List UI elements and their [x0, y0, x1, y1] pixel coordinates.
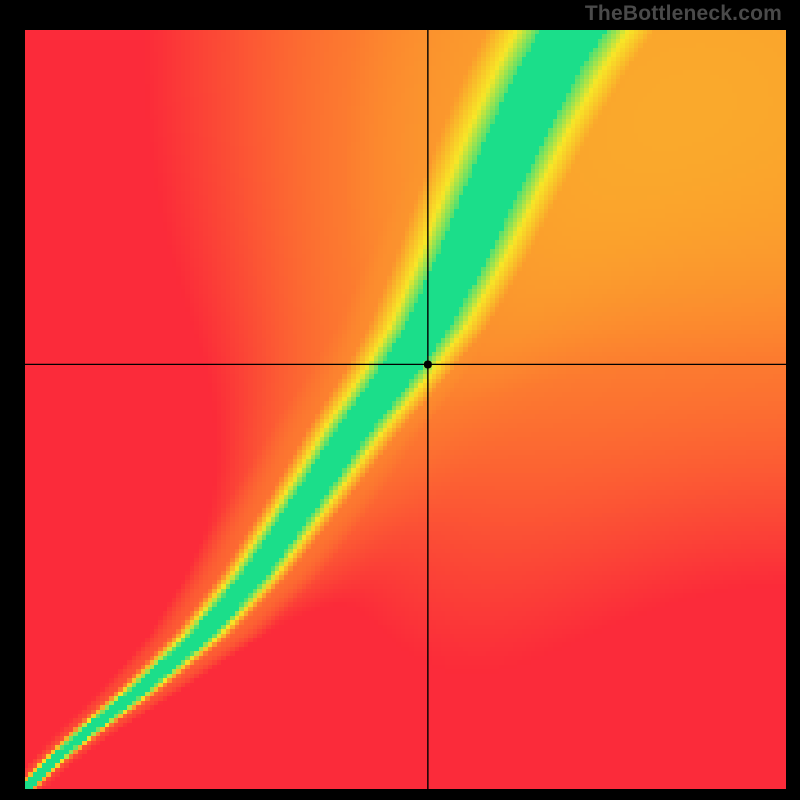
bottleneck-heatmap: [0, 0, 800, 800]
watermark-text: TheBottleneck.com: [585, 2, 782, 26]
